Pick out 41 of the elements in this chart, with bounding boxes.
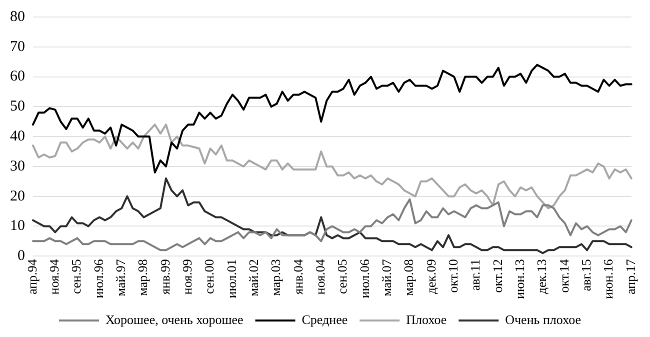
y-tick-label: 50 <box>10 98 25 115</box>
y-tick-label: 10 <box>10 218 25 234</box>
x-tick-label: окт.10 <box>446 259 461 293</box>
x-tick-label: окт.12 <box>490 259 505 293</box>
y-tick-label: 60 <box>10 68 25 85</box>
y-tick-label: 40 <box>10 128 25 144</box>
legend-label: Плохое <box>406 312 447 327</box>
x-tick-label: ноя.99 <box>180 259 195 295</box>
x-tick-label: апр.17 <box>622 258 638 294</box>
x-tick-label: май.02 <box>246 259 262 296</box>
y-tick-label: 80 <box>10 8 25 25</box>
x-tick-label: сен.05 <box>334 259 350 294</box>
x-tick-label: дек.09 <box>423 259 438 294</box>
x-tick-label: июн.16 <box>600 258 616 300</box>
x-tick-label: июл.96 <box>90 258 106 298</box>
x-tick-label: дек.13 <box>534 259 550 294</box>
x-tick-label: июн.13 <box>512 259 528 300</box>
legend-label: Хорошее, очень хорошее <box>105 312 244 327</box>
legend-label: Среднее <box>302 312 348 327</box>
x-tick-label: авг.15 <box>578 259 594 292</box>
x-tick-label: май.97 <box>113 258 128 296</box>
x-tick-label: сен.00 <box>202 259 217 294</box>
x-tick-label: сен.95 <box>68 259 84 294</box>
y-tick-label: 20 <box>10 188 25 204</box>
y-tick-label: 30 <box>10 158 25 174</box>
y-tick-label: 70 <box>10 38 25 55</box>
y-tick-label: 0 <box>18 248 25 264</box>
x-tick-label: окт.14 <box>556 258 572 293</box>
x-tick-label: июл.01 <box>224 259 239 298</box>
x-tick-label: мар.98 <box>135 259 150 296</box>
x-tick-label: мар.03 <box>268 259 284 296</box>
x-tick-label: ноя.94 <box>46 258 62 295</box>
x-tick-label: янв.04 <box>290 258 306 294</box>
x-tick-label: ноя.04 <box>312 258 328 295</box>
x-tick-label: авг.11 <box>468 259 483 291</box>
x-tick-label: янв.99 <box>157 259 172 294</box>
x-tick-label: мар.08 <box>401 259 416 296</box>
x-tick-label: май.07 <box>379 258 394 296</box>
x-tick-label: апр.94 <box>24 258 40 294</box>
legend-label: Очень плохое <box>505 312 582 327</box>
x-tick-label: июл.06 <box>356 258 372 298</box>
